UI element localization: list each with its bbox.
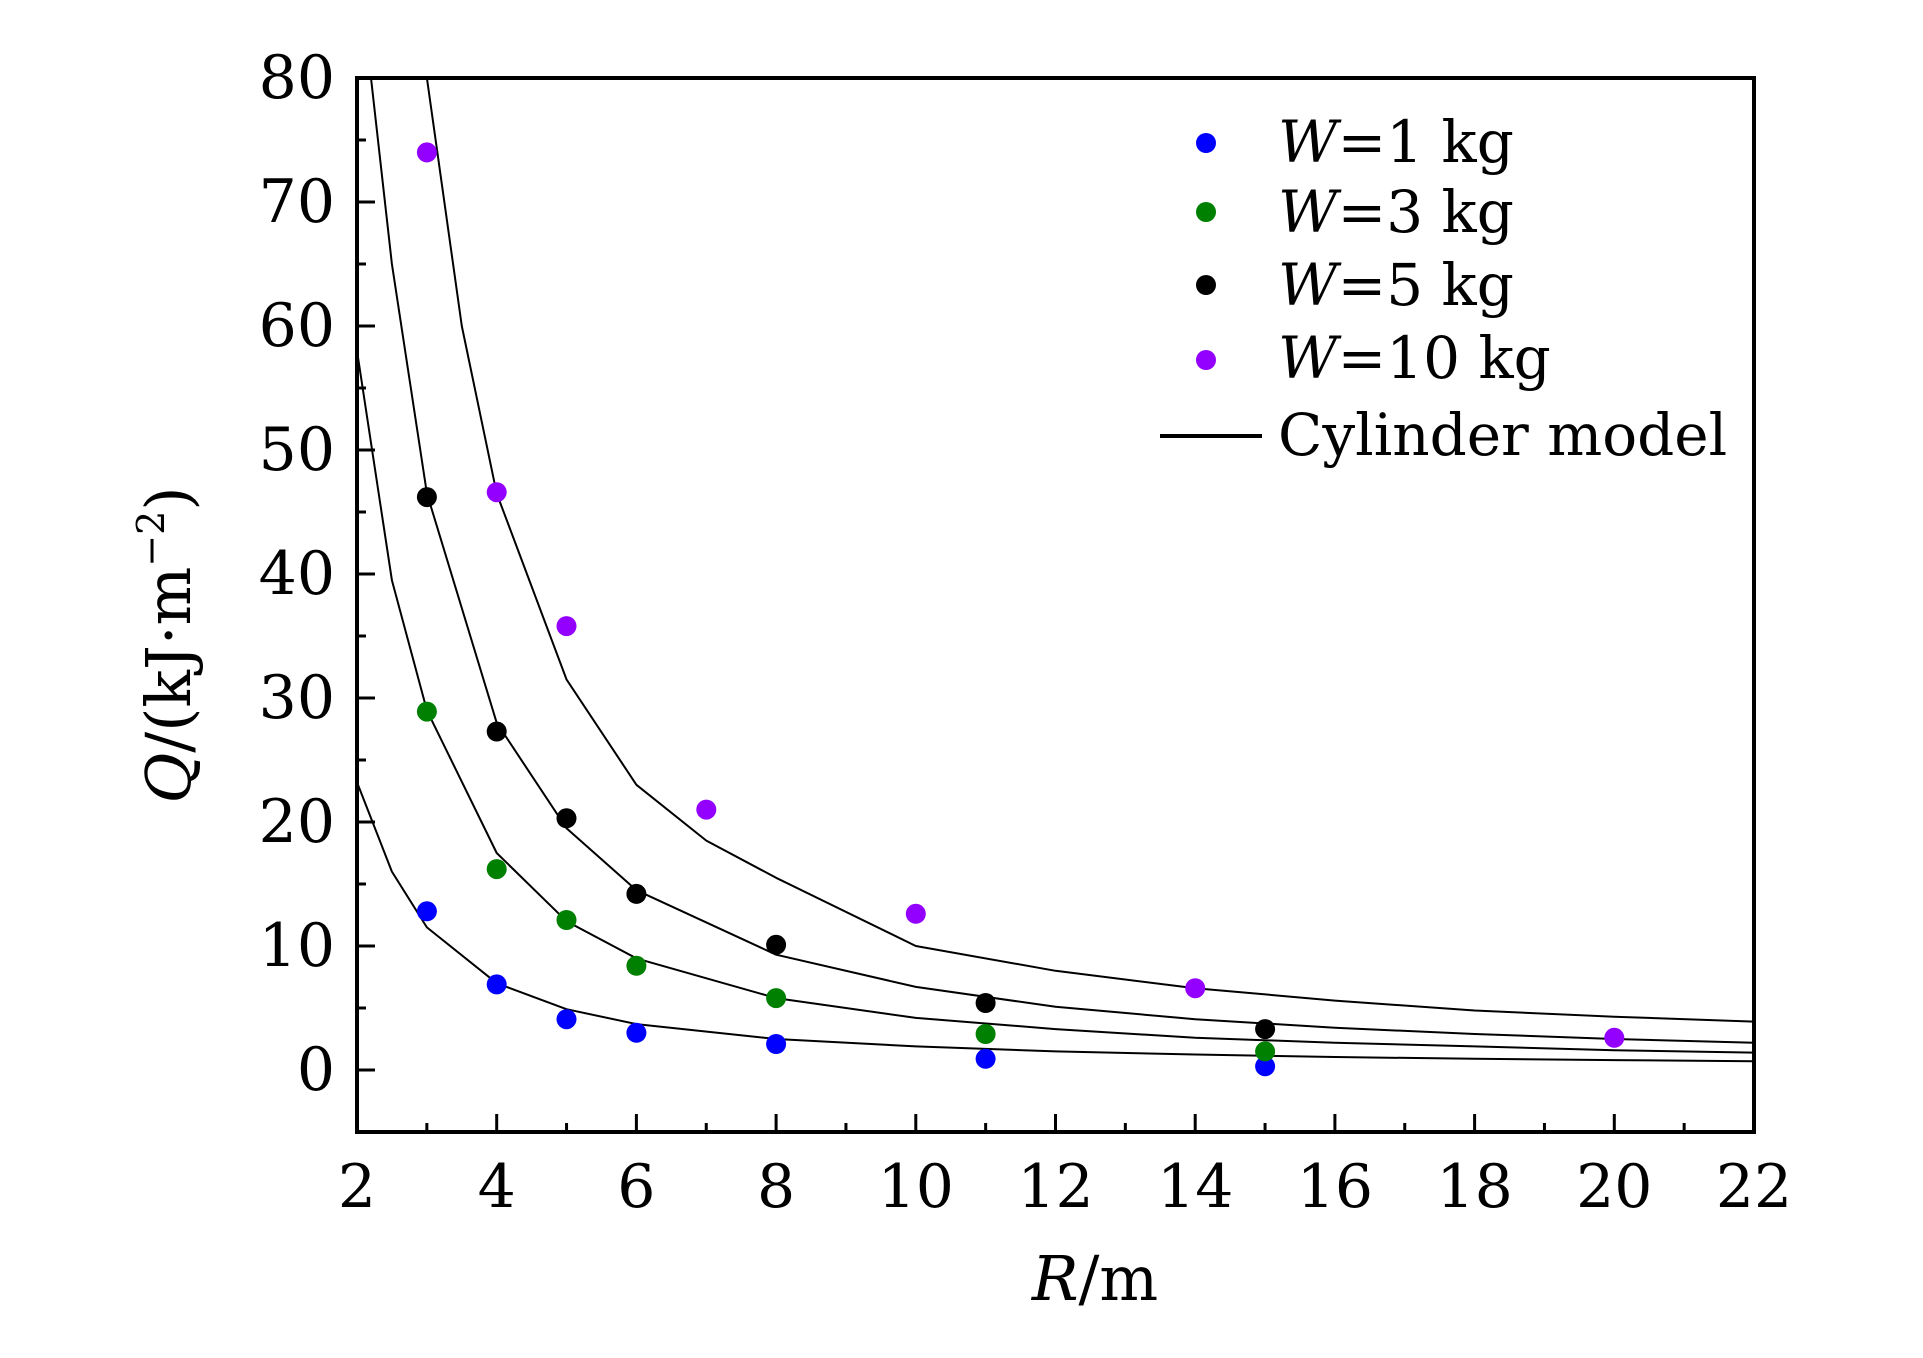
data-point-series-3 xyxy=(766,934,787,955)
x-tick-label: 2 xyxy=(338,1152,376,1222)
x-tick-label: 20 xyxy=(1576,1152,1652,1222)
legend: W=1 kg W=3 kg W=5 kg W=10 kg Cylinder mo… xyxy=(1160,108,1727,469)
legend-marker-w5 xyxy=(1196,275,1216,295)
data-point-series-3 xyxy=(416,487,437,508)
data-point-series-2 xyxy=(626,955,647,976)
legend-label-w10: W=10 kg xyxy=(1278,324,1551,392)
x-axis: 2 4 6 8 10 12 14 16 18 20 22 xyxy=(338,1114,1792,1222)
data-point-series-1 xyxy=(1255,1056,1276,1077)
legend-symbol-w10: W xyxy=(1278,324,1342,392)
model-curve-4 xyxy=(425,78,1754,1023)
data-point-series-4 xyxy=(556,616,577,637)
y-tick-label: 30 xyxy=(259,663,335,733)
data-point-series-1 xyxy=(975,1048,996,1069)
y-axis-exponent: −2 xyxy=(129,511,173,567)
y-tick-label: 40 xyxy=(259,539,335,609)
y-axis-unit: /(kJ·m xyxy=(132,567,205,753)
data-point-series-1 xyxy=(556,1009,577,1030)
data-point-series-1 xyxy=(486,974,507,995)
data-point-series-4 xyxy=(696,799,717,820)
data-point-series-1 xyxy=(766,1034,787,1054)
x-tick-label: 22 xyxy=(1716,1152,1792,1222)
x-axis-title: R/m xyxy=(1031,1242,1158,1315)
legend-rest-w10: =10 kg xyxy=(1338,324,1551,392)
data-point-series-1 xyxy=(416,901,437,922)
x-axis-unit: /m xyxy=(1079,1242,1159,1315)
x-tick-label: 14 xyxy=(1157,1152,1233,1222)
y-tick-label: 60 xyxy=(259,291,335,361)
data-point-series-2 xyxy=(486,859,507,880)
data-point-series-4 xyxy=(486,482,507,503)
legend-symbol-w5: W xyxy=(1278,251,1342,319)
x-tick-label: 18 xyxy=(1436,1152,1512,1222)
legend-label-cylinder-model: Cylinder model xyxy=(1278,401,1727,469)
data-points xyxy=(416,142,1625,1077)
legend-symbol-w1: W xyxy=(1278,108,1342,176)
data-point-series-3 xyxy=(486,721,507,742)
y-tick-label: 0 xyxy=(297,1035,335,1105)
y-axis-symbol: Q xyxy=(132,753,205,804)
data-point-series-2 xyxy=(766,988,787,1009)
data-point-series-4 xyxy=(905,903,926,924)
y-tick-label: 80 xyxy=(259,43,335,113)
y-tick-label: 50 xyxy=(259,415,335,485)
legend-rest-w1: =1 kg xyxy=(1338,108,1514,176)
x-tick-label: 12 xyxy=(1017,1152,1093,1222)
x-tick-label: 4 xyxy=(478,1152,516,1222)
data-point-series-2 xyxy=(975,1024,996,1044)
y-axis: 0 10 20 30 40 50 60 70 80 xyxy=(259,43,375,1105)
x-tick-label: 16 xyxy=(1297,1152,1373,1222)
y-tick-label: 70 xyxy=(259,167,335,237)
data-point-series-1 xyxy=(626,1022,647,1043)
x-tick-label: 6 xyxy=(617,1152,655,1222)
legend-rest-w5: =5 kg xyxy=(1338,251,1514,319)
data-point-series-3 xyxy=(556,808,577,829)
x-axis-symbol: R xyxy=(1031,1242,1079,1315)
y-tick-label: 10 xyxy=(259,911,335,981)
legend-marker-w3 xyxy=(1196,202,1216,222)
x-tick-label: 8 xyxy=(757,1152,795,1222)
model-curve-1 xyxy=(357,781,1754,1063)
data-point-series-3 xyxy=(975,993,996,1013)
legend-label-w5: W=5 kg xyxy=(1278,251,1514,319)
y-axis-close: ) xyxy=(132,486,205,510)
x-tick-label: 10 xyxy=(878,1152,954,1222)
data-point-series-4 xyxy=(1185,978,1206,999)
legend-label-w1: W=1 kg xyxy=(1278,108,1514,176)
y-tick-label: 20 xyxy=(259,787,335,857)
data-point-series-2 xyxy=(416,701,437,722)
data-point-series-2 xyxy=(556,910,577,930)
data-point-series-3 xyxy=(626,883,647,904)
legend-marker-w10 xyxy=(1196,350,1216,370)
model-curves xyxy=(357,78,1754,1063)
legend-marker-w1 xyxy=(1196,133,1216,153)
data-point-series-4 xyxy=(1604,1027,1625,1048)
data-point-series-3 xyxy=(1255,1019,1276,1040)
legend-label-w3: W=3 kg xyxy=(1278,178,1514,246)
data-point-series-4 xyxy=(416,142,437,163)
legend-symbol-w3: W xyxy=(1278,178,1342,246)
data-point-series-2 xyxy=(1255,1041,1276,1062)
model-curve-2 xyxy=(357,350,1754,1054)
y-axis-title: Q/(kJ·m−2) xyxy=(129,486,205,803)
legend-rest-w3: =3 kg xyxy=(1338,178,1514,246)
model-curve-3 xyxy=(370,78,1754,1044)
